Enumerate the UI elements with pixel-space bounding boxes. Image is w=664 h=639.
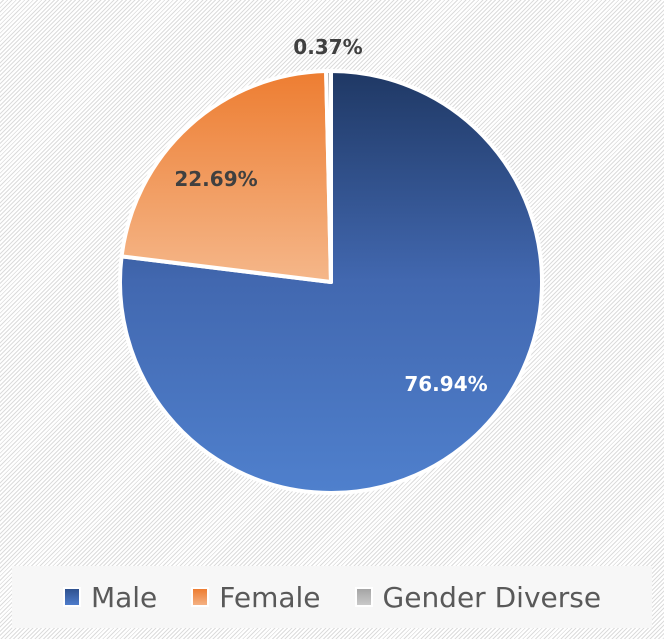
legend-swatch-male <box>62 587 81 607</box>
legend-swatch-gender-diverse <box>354 587 373 607</box>
pie-slice-gender-diverse[interactable] <box>324 69 333 284</box>
legend-label: Male <box>90 580 158 614</box>
legend-item-female[interactable]: Female <box>191 580 321 614</box>
pie-slice-male[interactable] <box>118 69 544 495</box>
legend: Male Female Gender Diverse <box>12 566 652 628</box>
pie-chart: 76.94% 22.69% 0.37% <box>118 35 544 495</box>
legend-swatch-female <box>191 587 210 607</box>
pie-slice-female[interactable] <box>119 69 333 284</box>
legend-item-gender-diverse[interactable]: Gender Diverse <box>354 580 602 614</box>
data-label: 22.69% <box>174 167 257 191</box>
legend-label: Female <box>219 580 321 614</box>
legend-label: Gender Diverse <box>382 580 602 614</box>
data-label: 0.37% <box>293 35 362 59</box>
legend-item-male[interactable]: Male <box>62 580 158 614</box>
data-label: 76.94% <box>404 372 487 396</box>
